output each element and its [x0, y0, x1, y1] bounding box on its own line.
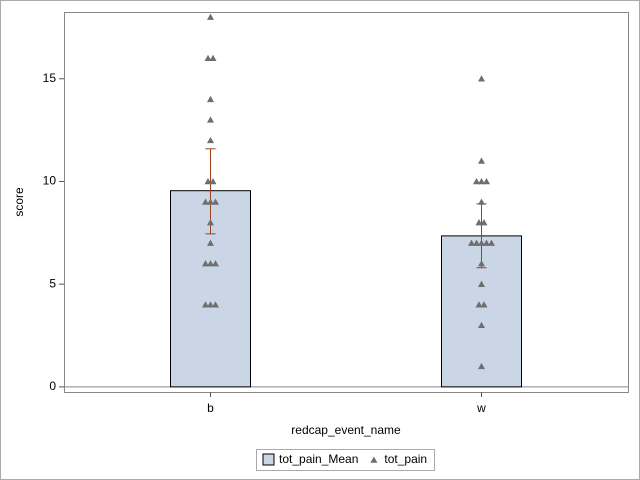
point: [478, 362, 485, 370]
point: [478, 157, 485, 164]
point: [207, 198, 214, 205]
point: [478, 177, 485, 185]
point: [207, 13, 214, 20]
y-axis-label: score: [12, 187, 26, 217]
legend-swatch: [262, 453, 275, 466]
point: [212, 260, 219, 267]
y-tick-label: 15: [43, 71, 57, 85]
point: [475, 301, 483, 308]
point: [478, 321, 485, 329]
y-tick-label: 0: [49, 379, 56, 393]
point: [488, 239, 495, 246]
point: [478, 260, 485, 267]
point: [473, 177, 480, 185]
legend-swatch: [370, 456, 378, 463]
point: [204, 177, 212, 185]
point: [207, 116, 214, 123]
point: [207, 239, 214, 246]
y-tick-label: 10: [43, 174, 57, 188]
point: [480, 219, 488, 226]
point: [209, 54, 217, 62]
point: [480, 301, 488, 308]
point: [468, 239, 475, 246]
legend-label: tot_pain: [384, 452, 427, 466]
point: [204, 54, 212, 62]
point: [473, 239, 480, 246]
point: [207, 219, 214, 226]
point: [212, 301, 219, 308]
point: [475, 219, 483, 226]
point: [478, 198, 485, 205]
point: [207, 95, 214, 103]
point: [202, 260, 209, 267]
point: [202, 301, 209, 308]
point: [202, 198, 209, 205]
point: [478, 75, 485, 82]
point: [478, 280, 485, 287]
point: [207, 136, 214, 144]
point: [207, 260, 214, 267]
legend-label: tot_pain_Mean: [279, 452, 358, 466]
point: [483, 177, 490, 185]
point: [209, 177, 217, 185]
point: [212, 198, 219, 205]
plot-area: [64, 12, 629, 393]
point: [207, 301, 214, 308]
x-tick-label: b: [207, 401, 214, 415]
legend-box: [256, 449, 435, 471]
y-tick-label: 5: [49, 276, 56, 290]
x-tick-label: w: [476, 401, 486, 415]
point: [478, 239, 485, 246]
point: [483, 239, 490, 246]
x-axis-label: redcap_event_name: [291, 423, 401, 437]
